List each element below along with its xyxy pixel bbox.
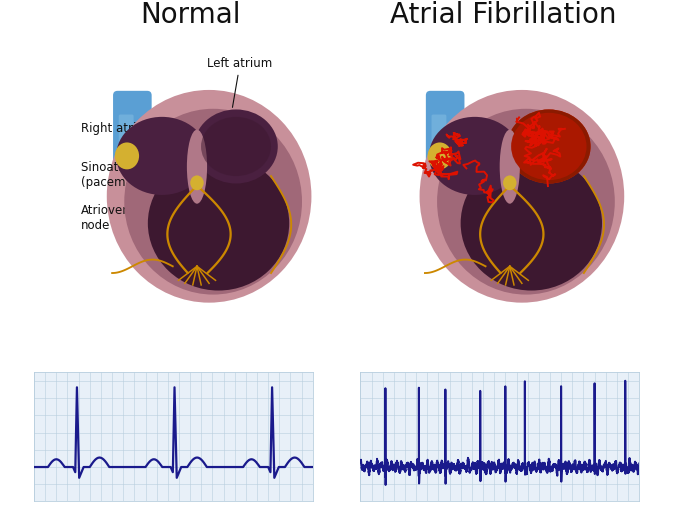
- Ellipse shape: [420, 90, 624, 302]
- Ellipse shape: [507, 110, 590, 184]
- Ellipse shape: [511, 113, 587, 180]
- Ellipse shape: [201, 117, 271, 176]
- Text: Sinoatrial node
(pacemaker): Sinoatrial node (pacemaker): [81, 157, 171, 189]
- Ellipse shape: [115, 143, 139, 170]
- Ellipse shape: [503, 175, 517, 190]
- Text: Atrioventricular
node: Atrioventricular node: [81, 187, 193, 232]
- Title: Atrial Fibrillation: Atrial Fibrillation: [390, 1, 617, 29]
- Ellipse shape: [460, 156, 602, 291]
- FancyBboxPatch shape: [119, 115, 133, 181]
- Ellipse shape: [187, 130, 207, 204]
- FancyBboxPatch shape: [426, 91, 464, 191]
- Ellipse shape: [116, 117, 208, 195]
- Ellipse shape: [428, 143, 452, 170]
- Ellipse shape: [429, 117, 521, 195]
- Title: Normal: Normal: [140, 1, 241, 29]
- Text: Right atrium: Right atrium: [81, 123, 156, 150]
- Ellipse shape: [107, 90, 311, 302]
- FancyBboxPatch shape: [432, 115, 446, 181]
- Ellipse shape: [507, 110, 590, 184]
- FancyBboxPatch shape: [113, 91, 152, 191]
- Ellipse shape: [194, 110, 277, 184]
- Ellipse shape: [190, 175, 204, 190]
- Text: Left atrium: Left atrium: [207, 57, 273, 108]
- Ellipse shape: [437, 109, 615, 295]
- Ellipse shape: [500, 130, 520, 204]
- Ellipse shape: [124, 109, 302, 295]
- Ellipse shape: [148, 156, 289, 291]
